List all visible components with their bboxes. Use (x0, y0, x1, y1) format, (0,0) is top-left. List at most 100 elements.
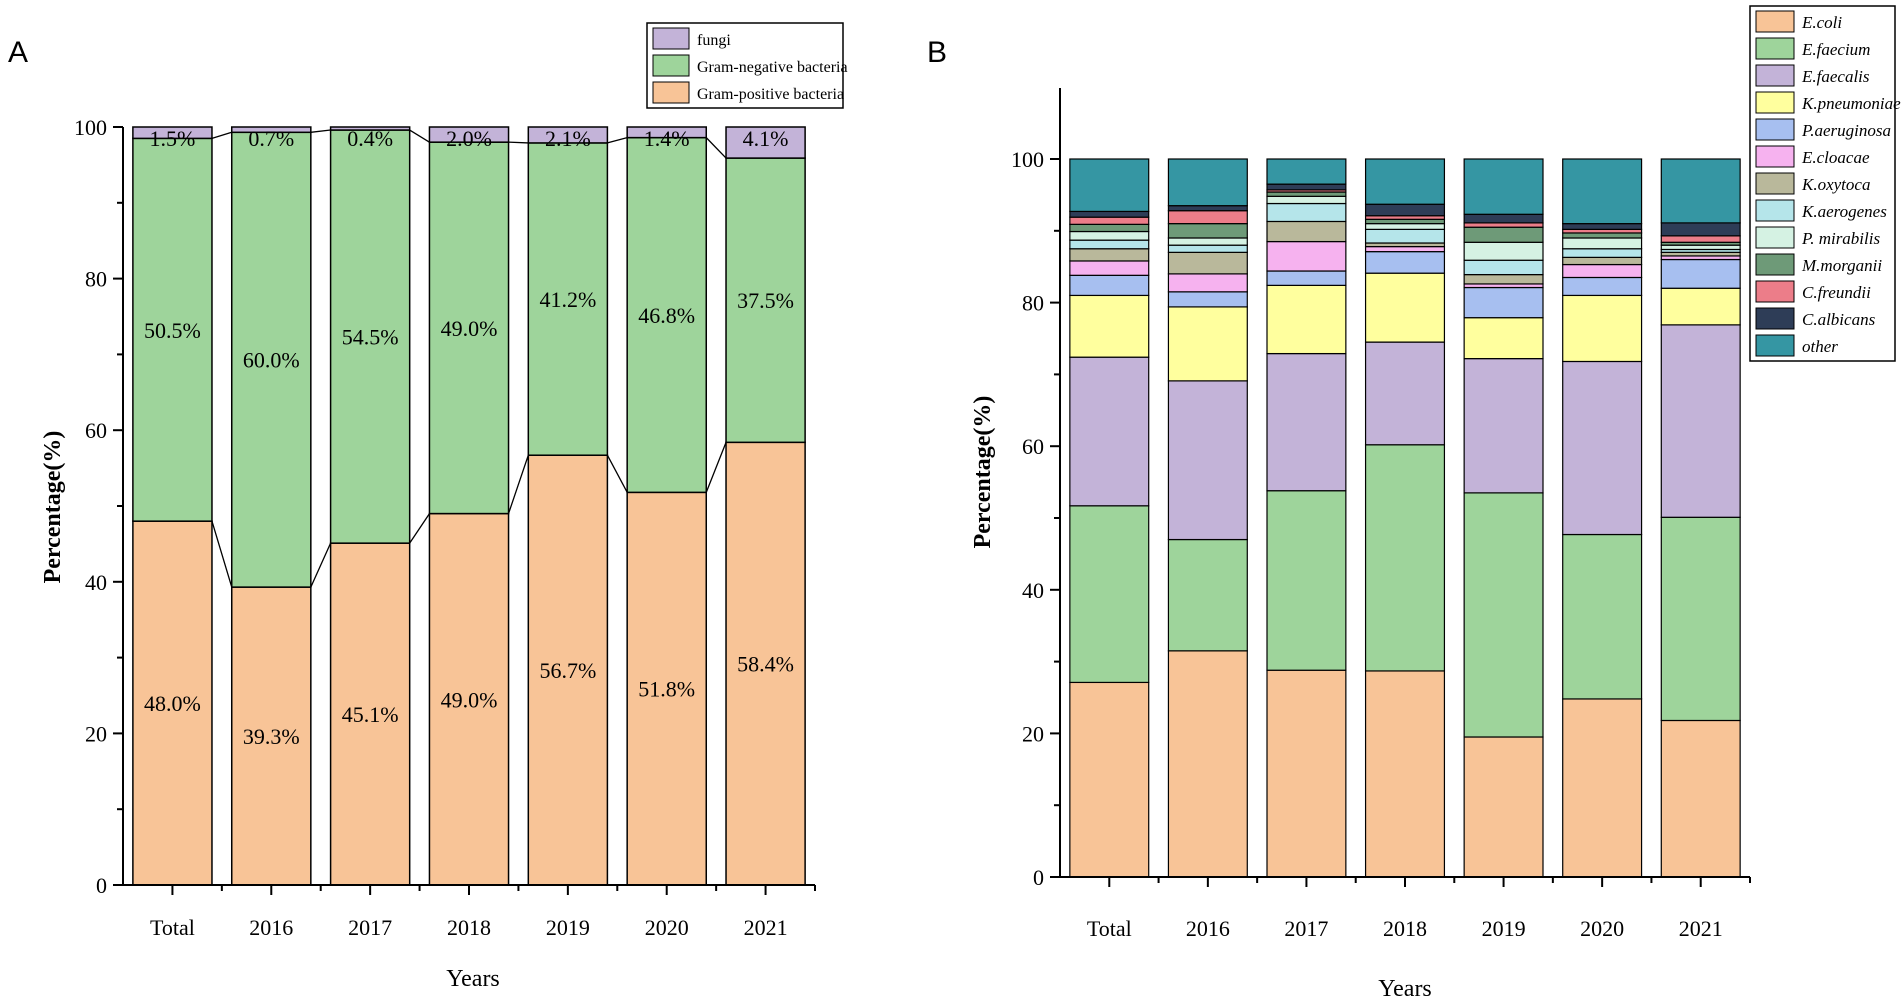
bar-gram-negative-bacteria-2019 (527, 142, 609, 456)
legend-label-k-pneumoniae: K.pneumoniae (1801, 94, 1901, 113)
bar-e-coli-2016 (1167, 650, 1248, 878)
legend-swatch-m-morganii (1755, 253, 1795, 276)
legend-label-other: other (1802, 337, 1838, 356)
bar-k-aerogenes-2016 (1167, 244, 1248, 253)
data-label-gram-negative-bacteria-2018: 49.0% (441, 316, 498, 341)
bar-k-oxytoca-2016 (1167, 251, 1248, 275)
data-label-gram-positive-bacteria-2021: 58.4% (737, 652, 794, 677)
legend-label-e-faecalis: E.faecalis (1801, 67, 1870, 86)
legend-label-gram-positive-bacteria: Gram-positive bacteria (697, 86, 844, 103)
bar-gram-negative-bacteria-2017 (329, 129, 411, 544)
x-tick-label-total: Total (150, 915, 195, 940)
bar-k-pneumoniae-2019 (1463, 317, 1544, 360)
bar-c-freundii-total (1069, 216, 1150, 225)
y-tick-label-40: 40 (1022, 578, 1044, 603)
legend-label-m-morganii: M.morganii (1801, 256, 1882, 275)
bar-e-faecium-2021 (1660, 516, 1741, 722)
y-tick-label-60: 60 (1022, 434, 1044, 459)
data-label-fungi-total: 1.5% (150, 126, 196, 151)
bar-p-mirabilis-total (1069, 230, 1150, 241)
y-tick-label-0: 0 (1033, 865, 1044, 890)
bar-k-aerogenes-2018 (1364, 228, 1446, 244)
y-axis-title: Percentage(%) (970, 396, 996, 549)
legend-swatch-c-freundii (1755, 280, 1795, 303)
data-label-fungi-2016: 0.7% (248, 126, 294, 151)
x-axis-title: Years (1378, 976, 1432, 1002)
bar-e-coli-2021 (1660, 719, 1741, 878)
bar-e-cloacae-2020 (1562, 263, 1643, 279)
bar-m-morganii-2018 (1364, 218, 1446, 225)
bar-c-freundii-2021 (1660, 235, 1741, 243)
bar-p-mirabilis-2019 (1463, 241, 1544, 261)
bar-e-faecium-2018 (1364, 444, 1446, 672)
bar-p-mirabilis-2021 (1660, 244, 1741, 251)
bar-c-freundii-2016 (1167, 210, 1248, 225)
legend-label-e-cloacae: E.cloacae (1801, 148, 1870, 167)
bar-k-pneumoniae-2016 (1167, 306, 1248, 382)
bar-gram-negative-bacteria-2016 (230, 131, 312, 588)
bar-k-aerogenes-2019 (1463, 259, 1544, 276)
data-label-gram-negative-bacteria-2016: 60.0% (243, 348, 300, 373)
panel-b-letter: B (927, 36, 947, 69)
x-tick-label-2020: 2020 (645, 915, 689, 940)
legend-label-e-coli: E.coli (1801, 13, 1842, 32)
data-label-gram-positive-bacteria-2016: 39.3% (243, 724, 300, 749)
bar-gram-positive-bacteria-2016 (230, 586, 312, 886)
legend-swatch-e-faecalis (1755, 64, 1795, 87)
legend-swatch-gram-negative-bacteria (652, 54, 690, 77)
connector-gram-negative-bacteria-2 (409, 129, 430, 143)
bar-k-pneumoniae-2020 (1562, 294, 1643, 363)
bar-gram-positive-bacteria-total (132, 520, 213, 886)
legend-swatch-fungi (652, 27, 690, 50)
bar-p-aeruginosa-2021 (1660, 258, 1741, 289)
data-label-fungi-2017: 0.4% (347, 126, 393, 151)
x-tick-label-2017: 2017 (1284, 916, 1328, 941)
connector-gram-positive-bacteria-4 (606, 454, 628, 493)
bar-fungi-total (132, 126, 213, 140)
y-tick-label-100: 100 (1011, 147, 1044, 172)
bar-fungi-2016 (230, 126, 312, 134)
legend-label-fungi: fungi (697, 32, 731, 49)
connector-gram-negative-bacteria-3 (508, 141, 529, 144)
bar-c-albicans-2020 (1562, 223, 1643, 230)
data-label-gram-negative-bacteria-2020: 46.8% (638, 303, 695, 328)
bar-e-faecium-2016 (1167, 538, 1248, 652)
bar-c-albicans-2021 (1660, 222, 1741, 237)
bar-k-oxytoca-total (1069, 248, 1150, 262)
bar-c-albicans-total (1069, 210, 1150, 218)
bar-e-coli-2018 (1364, 670, 1446, 878)
bar-k-aerogenes-2017 (1266, 202, 1347, 223)
legend-swatch-k-aerogenes (1755, 199, 1795, 222)
bar-k-oxytoca-2019 (1463, 273, 1544, 285)
bar-e-faecium-total (1069, 505, 1150, 684)
bar-p-aeruginosa-2018 (1364, 251, 1446, 274)
y-tick-label-60: 60 (85, 418, 107, 443)
connector-gram-negative-bacteria-1 (310, 129, 331, 133)
bar-e-faecium-2017 (1266, 490, 1347, 671)
bar-k-pneumoniae-2017 (1266, 284, 1347, 355)
bar-other-2021 (1660, 158, 1741, 224)
bar-other-total (1069, 158, 1150, 213)
panel-a-letter: A (8, 36, 28, 69)
x-tick-label-2016: 2016 (249, 915, 293, 940)
panel-a-chart: A 48.0% 39.3% 45.1% 49.0% 56.7% 51.8% 58.4% 50.… (8, 22, 848, 992)
bar-gram-positive-bacteria-2018 (428, 512, 510, 886)
data-label-fungi-2020: 1.4% (644, 126, 690, 151)
data-label-gram-positive-bacteria-total: 48.0% (144, 691, 201, 716)
y-tick-label-0: 0 (96, 873, 107, 898)
bar-gram-negative-bacteria-total (132, 137, 213, 522)
bar-c-albicans-2018 (1364, 203, 1446, 217)
bar-fungi-2020 (626, 126, 708, 139)
data-label-fungi-2018: 2.0% (446, 126, 492, 151)
bar-k-pneumoniae-2021 (1660, 287, 1741, 326)
bar-m-morganii-total (1069, 223, 1150, 233)
legend-label-c-freundii: C.freundii (1802, 283, 1871, 302)
data-label-gram-negative-bacteria-2019: 41.2% (539, 287, 596, 312)
legend-swatch-p-aeruginosa (1755, 118, 1795, 141)
bar-p-aeruginosa-2019 (1463, 286, 1544, 319)
legend-swatch-p-mirabilis (1755, 226, 1795, 249)
y-axis-title: Percentage(%) (40, 431, 66, 584)
bar-e-faecalis-total (1069, 356, 1150, 507)
bar-m-morganii-2019 (1463, 226, 1544, 243)
legend-swatch-e-faecium (1755, 37, 1795, 60)
